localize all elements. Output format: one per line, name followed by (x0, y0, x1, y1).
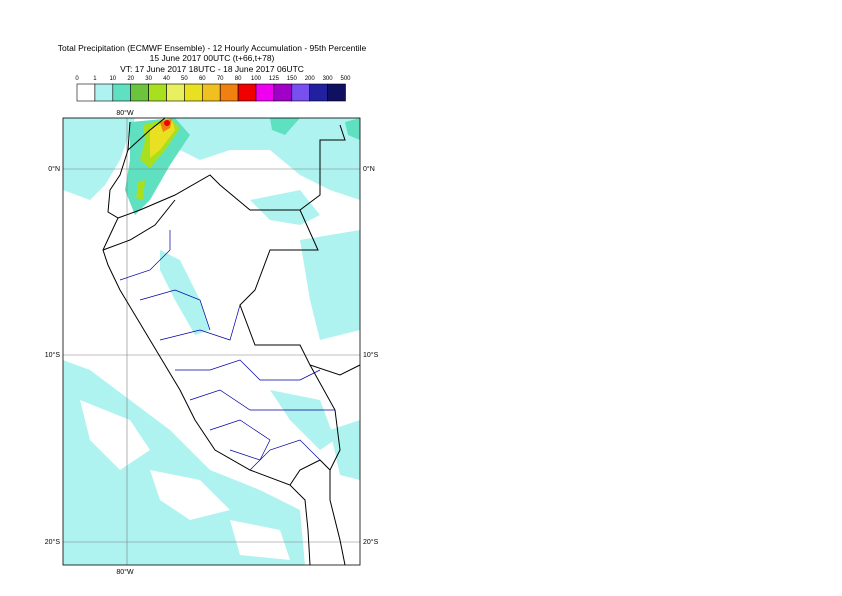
map (62, 117, 361, 566)
legend-label: 10 (109, 76, 116, 82)
dry-areas (80, 400, 290, 560)
legend: 0 1 10 20 30 40 50 60 70 80 100 125 150 200 300 500 (75, 76, 351, 102)
legend-swatch (309, 83, 328, 102)
legend-swatch (219, 83, 239, 102)
legend-label: 20 (127, 76, 134, 82)
legend-label: 100 (251, 76, 262, 82)
legend-label: 1 (93, 76, 97, 82)
lat-label: 0°N (363, 165, 375, 173)
legend-label: 150 (287, 76, 298, 82)
legend-swatch (237, 83, 257, 102)
legend-swatch (148, 83, 167, 102)
legend-label: 70 (217, 76, 224, 82)
legend-swatch (184, 83, 203, 102)
lat-label: 0°N (48, 165, 60, 173)
legend-swatch (255, 83, 275, 102)
legend-swatch (76, 83, 96, 102)
legend-label: 50 (181, 76, 188, 82)
lon-label: 80°W (116, 109, 134, 117)
legend-swatch (291, 83, 310, 102)
legend-label: 125 (269, 76, 280, 82)
graticule (63, 118, 360, 565)
legend-label: 30 (145, 76, 152, 82)
lat-label: 10°S (363, 351, 379, 359)
legend-label: 40 (163, 76, 170, 82)
lat-label: 10°S (45, 351, 61, 359)
legend-label: 300 (323, 76, 334, 82)
precip-light (63, 118, 360, 565)
title: Total Precipitation (ECMWF Ensemble) - 1… (58, 43, 367, 53)
legend-label: 80 (235, 76, 242, 82)
legend-swatch (202, 83, 221, 102)
legend-swatch (273, 83, 293, 102)
valid-time: VT: 17 June 2017 18UTC - 18 June 2017 06… (120, 64, 304, 74)
lon-label: 80°W (116, 568, 134, 576)
legend-label: 500 (340, 76, 351, 82)
legend-swatch (130, 83, 149, 102)
subtitle: 15 June 2017 00UTC (t+66,t+78) (150, 53, 275, 63)
legend-swatch (327, 83, 346, 102)
lat-label: 20°S (45, 538, 61, 546)
map-labels: 80°W 80°W 0°N 0°N 10°S 10°S 20°S 20°S (45, 109, 379, 576)
map-frame (62, 117, 361, 566)
legend-label: 200 (305, 76, 316, 82)
legend-swatch (112, 83, 132, 102)
regions (119, 230, 335, 471)
legend-label: 0 (75, 76, 79, 82)
legend-swatch (94, 83, 114, 102)
precip-heavy (136, 118, 180, 200)
lat-label: 20°S (363, 538, 379, 546)
legend-label: 60 (199, 76, 206, 82)
legend-swatch (166, 83, 185, 102)
